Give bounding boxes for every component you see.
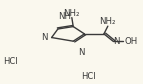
Text: NH: NH: [58, 12, 71, 21]
Text: OH: OH: [125, 37, 138, 46]
Text: HCl: HCl: [81, 72, 96, 81]
Text: HCl: HCl: [3, 57, 18, 66]
Text: N: N: [42, 33, 48, 42]
Text: NH₂: NH₂: [64, 9, 80, 18]
Text: NH₂: NH₂: [100, 17, 116, 26]
Text: N: N: [78, 48, 85, 57]
Text: N: N: [113, 37, 120, 46]
